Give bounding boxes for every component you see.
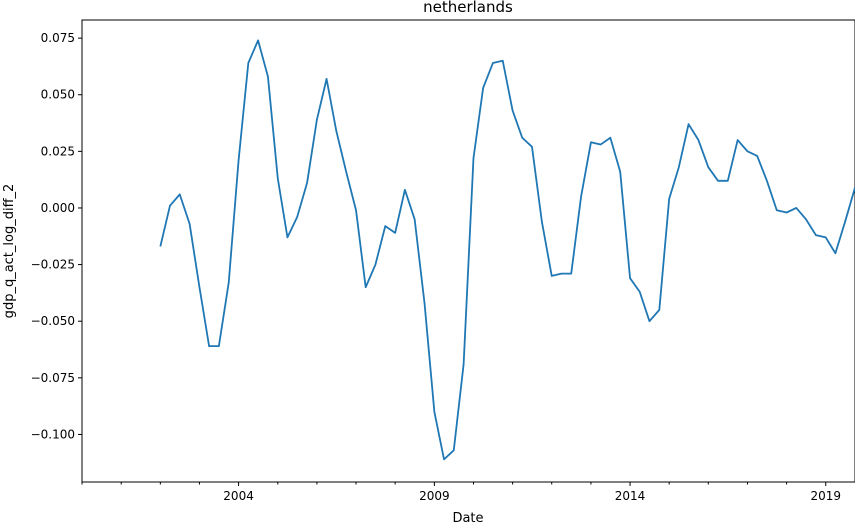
x-axis-label: Date	[452, 511, 483, 525]
y-tick-label: 0.025	[41, 144, 75, 158]
y-tick-label: 0.000	[41, 201, 75, 215]
x-tick-label: 2019	[810, 489, 841, 503]
plot-frame	[81, 19, 855, 483]
series-line	[159, 39, 855, 461]
x-axis: 2004 2009 2014 2019	[81, 482, 841, 503]
y-axis: 0.075 0.050 0.025 0.000 −0.025 −0.050 −0.075 −0…	[31, 31, 82, 441]
y-tick-label: −0.050	[31, 314, 75, 328]
chart-title: netherlands	[423, 0, 513, 16]
x-tick-label: 2009	[419, 489, 450, 503]
y-tick-label: −0.100	[31, 427, 75, 441]
x-tick-label: 2004	[223, 489, 254, 503]
y-tick-label: −0.025	[31, 258, 75, 272]
y-tick-label: 0.075	[41, 31, 75, 45]
y-tick-label: 0.050	[41, 88, 75, 102]
y-tick-label: −0.075	[31, 371, 75, 385]
y-axis-label: gdp_q_act_log_diff_2	[2, 184, 17, 319]
x-tick-label: 2014	[615, 489, 646, 503]
